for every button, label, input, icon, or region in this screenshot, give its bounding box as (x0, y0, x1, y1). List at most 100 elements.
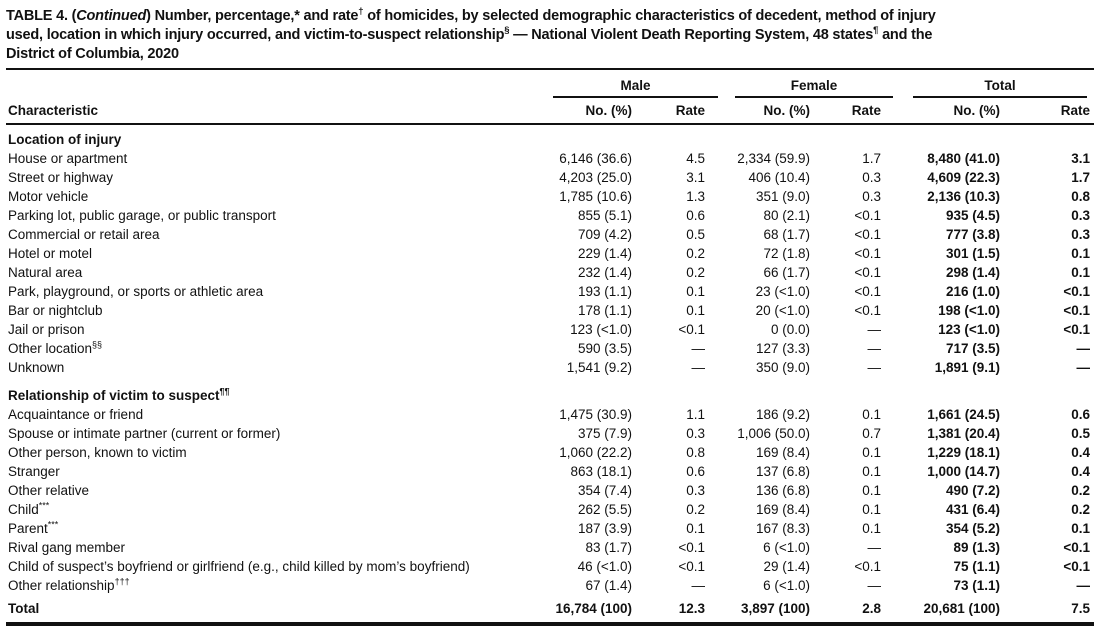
value-cell: 12.3 (678, 601, 705, 616)
column-header-row: Characteristic No. (%) Rate No. (%) Rate… (6, 98, 1094, 125)
value-cell: 167 (8.3) (755, 521, 810, 536)
total-no-pct-header: No. (%) (953, 103, 1001, 118)
row-label: Unknown (8, 360, 65, 375)
value-cell: 3.1 (686, 170, 705, 185)
value-cell: 350 (9.0) (755, 360, 810, 375)
footnote-marker: §§ (92, 339, 103, 350)
value-cell: 127 (3.3) (755, 341, 810, 356)
value-cell: 406 (10.4) (748, 170, 810, 185)
value-cell: <0.1 (1063, 284, 1090, 299)
section-header-row: Relationship of victim to suspect¶¶ (6, 386, 1094, 405)
value-cell: 4,203 (25.0) (559, 170, 632, 185)
value-cell: — (1076, 360, 1091, 375)
row-label: Parent*** (8, 519, 59, 536)
table-row: Stranger 863 (18.1) 0.6 137 (6.8) 0.1 1,000 (… (6, 462, 1094, 481)
female-no-pct-header: No. (%) (763, 103, 811, 118)
value-cell: <0.1 (854, 246, 881, 261)
row-label: Natural area (8, 265, 83, 280)
column-group-male: Male (553, 77, 718, 98)
value-cell: 717 (3.5) (945, 341, 1000, 356)
value-cell: 0.1 (1071, 521, 1090, 536)
value-cell: 0.2 (686, 502, 705, 517)
value-cell: 351 (9.0) (755, 189, 810, 204)
male-rate-header: Rate (675, 103, 705, 118)
value-cell: 490 (7.2) (945, 483, 1000, 498)
value-cell: 20 (<1.0) (755, 303, 810, 318)
value-cell: 8,480 (41.0) (927, 151, 1000, 166)
value-cell: 1.1 (686, 407, 705, 422)
value-cell: 0.8 (1071, 189, 1090, 204)
footnote-marker: *** (38, 500, 50, 511)
value-cell: 354 (7.4) (577, 483, 632, 498)
row-label: Other relative (8, 483, 90, 498)
table-row: Motor vehicle 1,785 (10.6) 1.3 351 (9.0) 0.3… (6, 187, 1094, 206)
value-cell: 1.7 (1071, 170, 1090, 185)
row-label: Other location§§ (8, 339, 103, 356)
value-cell: <0.1 (678, 559, 705, 574)
value-cell: 20,681 (100) (923, 601, 1000, 616)
value-cell: 169 (8.4) (755, 502, 810, 517)
value-cell: 0.5 (686, 227, 705, 242)
value-cell: — (1076, 578, 1091, 593)
value-cell: 1,060 (22.2) (559, 445, 632, 460)
column-group-female: Female (735, 77, 893, 98)
row-label: Acquaintance or friend (8, 407, 144, 422)
row-label: Other person, known to victim (8, 445, 187, 460)
value-cell: 0.1 (686, 521, 705, 536)
value-cell: 232 (1.4) (577, 265, 632, 280)
value-cell: 0.4 (1071, 464, 1090, 479)
value-cell: 0.1 (1071, 246, 1090, 261)
table-row: Commercial or retail area 709 (4.2) 0.5 68 … (6, 225, 1094, 244)
value-cell: — (867, 578, 882, 593)
table-bottom-rule (6, 622, 1094, 626)
value-cell: 0.6 (686, 464, 705, 479)
value-cell: — (691, 360, 706, 375)
value-cell: 1,785 (10.6) (559, 189, 632, 204)
row-label: Motor vehicle (8, 189, 89, 204)
table-row: Acquaintance or friend 1,475 (30.9) 1.1 186… (6, 405, 1094, 424)
value-cell: 590 (3.5) (577, 341, 632, 356)
table-row: Hotel or motel 229 (1.4) 0.2 72 (1.8) <0.1 30… (6, 244, 1094, 263)
table-row: Unknown 1,541 (9.2) — 350 (9.0) — 1,891 (9.1)… (6, 358, 1094, 377)
row-label: Child of suspect’s boyfriend or girlfrie… (8, 559, 470, 574)
value-cell: 4,609 (22.3) (927, 170, 1000, 185)
value-cell: — (1076, 341, 1091, 356)
value-cell: 3.1 (1071, 151, 1090, 166)
value-cell: 0.3 (862, 170, 881, 185)
column-group-total: Total (913, 77, 1087, 98)
value-cell: 0.4 (1071, 445, 1090, 460)
row-label: Street or highway (8, 170, 114, 185)
value-cell: 136 (6.8) (755, 483, 810, 498)
value-cell: 0.7 (862, 426, 881, 441)
value-cell: 73 (1.1) (953, 578, 1000, 593)
value-cell: <0.1 (854, 303, 881, 318)
value-cell: 0.1 (862, 445, 881, 460)
table-row: Parking lot, public garage, or public tr… (6, 206, 1094, 225)
footnote-marker: *** (47, 519, 59, 530)
value-cell: 6,146 (36.6) (559, 151, 632, 166)
table-row: Other location§§ 590 (3.5) — 127 (3.3) — 717 … (6, 339, 1094, 358)
table-row: Parent*** 187 (3.9) 0.1 167 (8.3) 0.1 354 (5.… (6, 519, 1094, 538)
value-cell: 0.1 (862, 464, 881, 479)
value-cell: <0.1 (854, 227, 881, 242)
value-cell: <0.1 (678, 540, 705, 555)
table-row: Spouse or intimate partner (current or f… (6, 424, 1094, 443)
row-label: House or apartment (8, 151, 128, 166)
value-cell: 431 (6.4) (945, 502, 1000, 517)
value-cell: 68 (1.7) (763, 227, 810, 242)
row-label: Relationship of victim to suspect¶¶ (8, 386, 230, 403)
column-group-header-row: Male Female Total (6, 70, 1094, 98)
value-cell: 1,891 (9.1) (934, 360, 1000, 375)
row-label: Commercial or retail area (8, 227, 160, 242)
value-cell: 89 (1.3) (953, 540, 1000, 555)
value-cell: 935 (4.5) (945, 208, 1000, 223)
value-cell: 186 (9.2) (755, 407, 810, 422)
row-label: Total (8, 601, 40, 616)
value-cell: 0.2 (1071, 483, 1090, 498)
value-cell: 46 (<1.0) (577, 559, 632, 574)
value-cell: — (691, 578, 706, 593)
value-cell: 0.2 (686, 246, 705, 261)
table-top-rule (6, 68, 1094, 70)
value-cell: <0.1 (1063, 303, 1090, 318)
value-cell: 0.3 (686, 426, 705, 441)
